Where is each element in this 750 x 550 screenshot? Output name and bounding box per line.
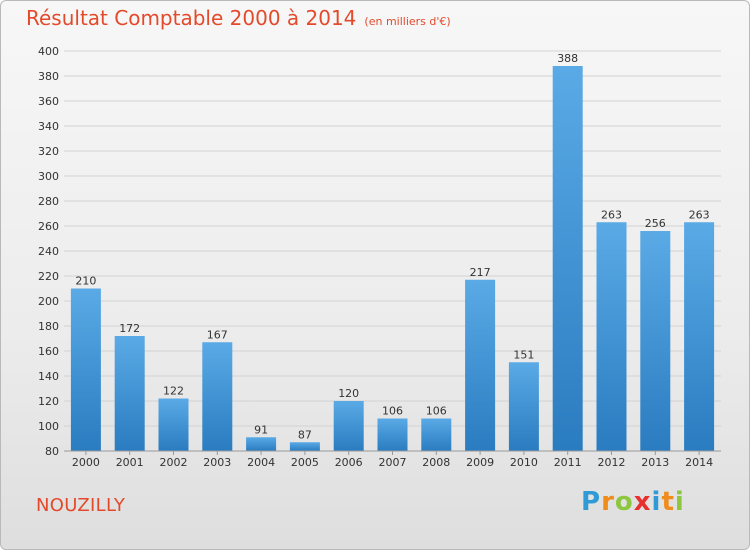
x-tick-label: 2005 bbox=[291, 456, 319, 469]
y-tick-label: 320 bbox=[38, 145, 59, 158]
x-tick-label: 2006 bbox=[335, 456, 363, 469]
chart-subtitle: (en milliers d'€) bbox=[364, 15, 451, 28]
x-tick-label: 2002 bbox=[160, 456, 188, 469]
data-label: 106 bbox=[426, 405, 447, 418]
x-tick-label: 2013 bbox=[641, 456, 669, 469]
chart-title-text: Résultat Comptable 2000 à 2014 bbox=[26, 6, 357, 30]
x-tick-label: 2009 bbox=[466, 456, 494, 469]
bar-2008 bbox=[421, 418, 452, 451]
data-label: 120 bbox=[338, 387, 359, 400]
proxiti-logo: Proxiti bbox=[581, 487, 685, 517]
bar-2009 bbox=[465, 279, 496, 451]
bar-2007 bbox=[377, 418, 408, 451]
x-tick-label: 2011 bbox=[554, 456, 582, 469]
x-tick-label: 2007 bbox=[379, 456, 407, 469]
bar-2012 bbox=[596, 222, 627, 451]
bar-2002 bbox=[158, 398, 189, 451]
y-tick-label: 120 bbox=[38, 395, 59, 408]
data-label: 167 bbox=[207, 328, 228, 341]
y-tick-label: 180 bbox=[38, 320, 59, 333]
x-tick-label: 2010 bbox=[510, 456, 538, 469]
y-tick-label: 160 bbox=[38, 345, 59, 358]
data-label: 106 bbox=[382, 405, 403, 418]
data-label: 210 bbox=[75, 275, 96, 288]
y-tick-label: 400 bbox=[38, 45, 59, 58]
bar-2000 bbox=[70, 288, 101, 451]
bar-2003 bbox=[202, 342, 233, 451]
y-tick-label: 80 bbox=[45, 445, 59, 458]
y-tick-label: 200 bbox=[38, 295, 59, 308]
data-label: 87 bbox=[298, 428, 312, 441]
x-tick-label: 2004 bbox=[247, 456, 275, 469]
y-tick-label: 260 bbox=[38, 220, 59, 233]
data-label: 388 bbox=[557, 52, 578, 65]
y-tick-label: 300 bbox=[38, 170, 59, 183]
y-tick-label: 240 bbox=[38, 245, 59, 258]
x-tick-label: 2003 bbox=[203, 456, 231, 469]
x-axis: 2000 2001 2002 2003 2004 2005 2006 2007 2008 2009… bbox=[72, 451, 713, 469]
data-label: 263 bbox=[689, 208, 710, 221]
bar-2001 bbox=[114, 336, 145, 451]
data-label: 172 bbox=[119, 322, 140, 335]
chart-title: Résultat Comptable 2000 à 2014 (en millie… bbox=[26, 6, 451, 30]
bar-2010 bbox=[508, 362, 539, 451]
y-tick-label: 380 bbox=[38, 70, 59, 83]
x-tick-label: 2014 bbox=[685, 456, 713, 469]
data-label: 256 bbox=[645, 217, 666, 230]
y-tick-label: 100 bbox=[38, 420, 59, 433]
bar-2011 bbox=[552, 66, 583, 451]
data-label: 122 bbox=[163, 385, 184, 398]
y-tick-label: 140 bbox=[38, 370, 59, 383]
data-label: 91 bbox=[254, 423, 268, 436]
y-tick-label: 280 bbox=[38, 195, 59, 208]
data-label: 151 bbox=[513, 348, 534, 361]
data-label: 217 bbox=[470, 266, 491, 279]
y-tick-label: 220 bbox=[38, 270, 59, 283]
x-tick-label: 2000 bbox=[72, 456, 100, 469]
x-tick-label: 2001 bbox=[116, 456, 144, 469]
bar-2006 bbox=[333, 401, 364, 451]
bar-2013 bbox=[640, 231, 671, 451]
x-tick-label: 2008 bbox=[422, 456, 450, 469]
location-label: NOUZILLY bbox=[36, 495, 126, 516]
bars: 210 172 122 167 91 87 120 106 106 217 151 388 263 256… bbox=[70, 52, 715, 451]
y-axis: 80 100 120 140 160 180 200 220 240 260 280 300 320 34… bbox=[38, 45, 59, 458]
bar-2005 bbox=[289, 442, 320, 451]
data-label: 263 bbox=[601, 208, 622, 221]
y-tick-label: 340 bbox=[38, 120, 59, 133]
x-tick-label: 2012 bbox=[598, 456, 626, 469]
y-tick-label: 360 bbox=[38, 95, 59, 108]
bar-2014 bbox=[684, 222, 715, 451]
bar-2004 bbox=[246, 437, 277, 451]
